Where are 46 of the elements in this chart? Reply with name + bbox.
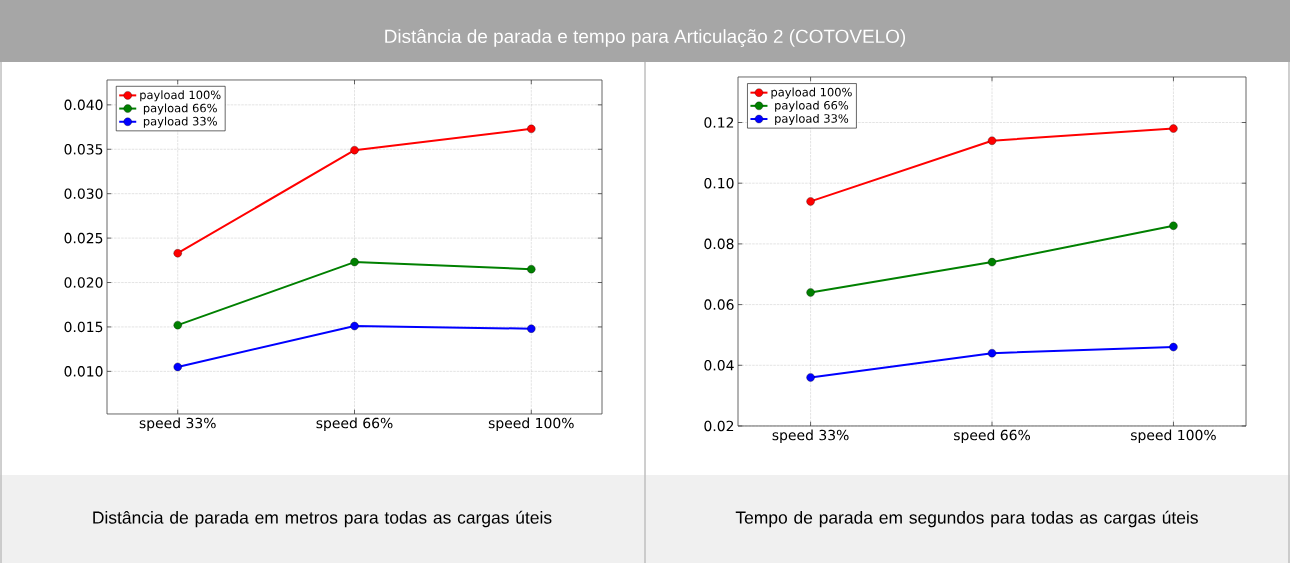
text: Distância de parada e tempo para Articulação 2 (COTOVELO) (385, 29, 906, 48)
legend-label: payload 100% (771, 87, 852, 99)
point (173, 362, 182, 372)
y-tick-label: 0.025 (64, 232, 103, 244)
y-tick-label: 0.010 (64, 366, 103, 377)
point (350, 322, 359, 331)
point (350, 258, 359, 267)
x-tick-label: speed 66% (316, 417, 393, 432)
y-tick-label: 0.02 (704, 420, 734, 432)
point (987, 349, 997, 358)
point (173, 249, 182, 258)
point (1169, 221, 1178, 230)
y-tick-label: 0.12 (704, 117, 734, 128)
y-tick-label: 0.10 (704, 178, 734, 189)
y-tick-label: 0.040 (64, 99, 103, 111)
point (527, 265, 536, 274)
point (173, 321, 182, 330)
point (987, 258, 997, 267)
legend-label: payload 33% (775, 114, 849, 126)
point (350, 146, 359, 155)
x-tick-label: speed 33% (772, 429, 849, 444)
y-tick-label: 0.04 (704, 360, 734, 371)
legend-label: payload 33% (143, 116, 217, 128)
x-tick-label: speed 100% (488, 417, 574, 432)
y-tick-label: 0.06 (704, 299, 734, 310)
x-tick-label: speed 66% (953, 429, 1031, 444)
point (806, 373, 815, 382)
legend-label: payload 100% (140, 90, 221, 102)
y-tick-label: 0.020 (64, 277, 103, 288)
point (806, 288, 815, 297)
y-tick-label: 0.015 (64, 321, 103, 333)
point (1169, 343, 1178, 352)
point (527, 324, 536, 333)
y-tick-label: 0.035 (64, 144, 103, 155)
y-tick-label: 0.030 (64, 188, 103, 200)
x-axis-title: Tempo de parada em segundos para todas as cargas úteis (735, 510, 1198, 528)
legend-label: payload 66% (775, 100, 849, 112)
point (987, 136, 997, 145)
y-tick-label: 0.08 (704, 238, 734, 250)
point (527, 124, 536, 134)
legend-label: payload 66% (143, 103, 217, 115)
x-tick-label: speed 33% (139, 417, 216, 432)
x-axis-title: Distância de parada em metros para todas as cargas úteis (93, 510, 552, 528)
point (1169, 124, 1178, 133)
x-tick-label: speed 100% (1130, 429, 1216, 444)
point (806, 197, 815, 206)
